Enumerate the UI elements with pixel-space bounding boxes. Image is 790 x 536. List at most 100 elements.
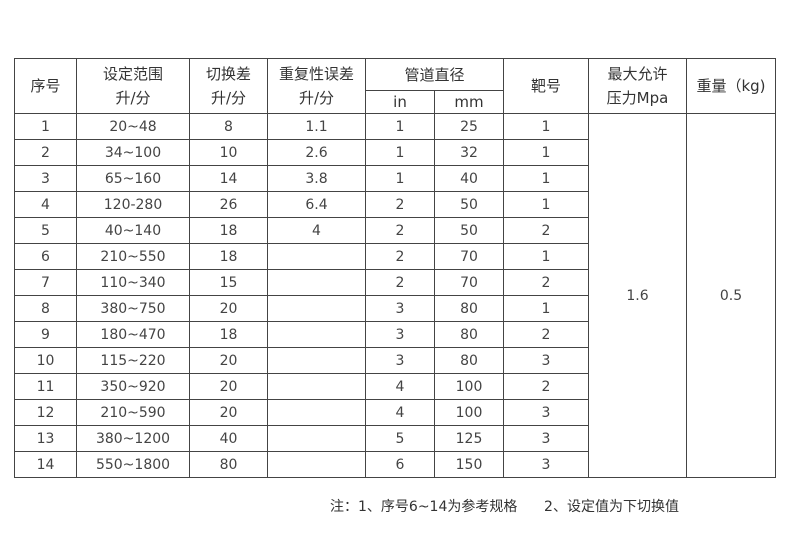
cell-range: 380~1200 <box>76 425 190 452</box>
cell-target: 1 <box>503 295 589 322</box>
cell-range: 350~920 <box>76 373 190 400</box>
cell-repeat-error <box>267 295 366 322</box>
cell-switch-diff: 26 <box>189 191 268 218</box>
cell-switch-diff: 18 <box>189 321 268 348</box>
cell-target: 1 <box>503 113 589 140</box>
cell-pipe-mm: 70 <box>434 269 504 296</box>
cell-range: 180~470 <box>76 321 190 348</box>
cell-switch-diff: 14 <box>189 165 268 192</box>
cell-pipe-mm: 150 <box>434 451 504 478</box>
table-row: 9 180~470 18 3 80 2 <box>14 321 776 348</box>
cell-seq: 6 <box>14 243 77 270</box>
cell-seq: 11 <box>14 373 77 400</box>
cell-pipe-in: 4 <box>365 373 435 400</box>
cell-max-pressure: 1.6 <box>588 113 687 478</box>
cell-repeat-error <box>267 321 366 348</box>
cell-range: 115~220 <box>76 347 190 374</box>
cell-pipe-in: 6 <box>365 451 435 478</box>
cell-repeat-error <box>267 425 366 452</box>
cell-switch-diff: 20 <box>189 399 268 426</box>
cell-repeat-error: 2.6 <box>267 139 366 166</box>
cell-repeat-error: 3.8 <box>267 165 366 192</box>
header-repeat-error: 重复性误差 升/分 <box>267 58 366 114</box>
cell-repeat-error: 4 <box>267 217 366 244</box>
cell-pipe-in: 2 <box>365 243 435 270</box>
cell-pipe-mm: 40 <box>434 165 504 192</box>
header-weight: 重量（kg) <box>686 58 776 114</box>
cell-switch-diff: 20 <box>189 373 268 400</box>
cell-range: 110~340 <box>76 269 190 296</box>
cell-repeat-error <box>267 373 366 400</box>
cell-pipe-in: 2 <box>365 191 435 218</box>
cell-repeat-error: 1.1 <box>267 113 366 140</box>
cell-target: 3 <box>503 399 589 426</box>
cell-pipe-mm: 50 <box>434 217 504 244</box>
cell-repeat-error <box>267 399 366 426</box>
cell-repeat-error <box>267 243 366 270</box>
cell-pipe-mm: 80 <box>434 295 504 322</box>
cell-seq: 4 <box>14 191 77 218</box>
cell-pipe-in: 2 <box>365 269 435 296</box>
cell-switch-diff: 18 <box>189 243 268 270</box>
cell-seq: 12 <box>14 399 77 426</box>
cell-repeat-error: 6.4 <box>267 191 366 218</box>
cell-seq: 9 <box>14 321 77 348</box>
cell-seq: 2 <box>14 139 77 166</box>
cell-target: 2 <box>503 217 589 244</box>
cell-target: 1 <box>503 243 589 270</box>
cell-repeat-error <box>267 269 366 296</box>
cell-pipe-mm: 50 <box>434 191 504 218</box>
cell-target: 3 <box>503 347 589 374</box>
table-row: 4 120-280 26 6.4 2 50 1 <box>14 191 776 218</box>
cell-pipe-in: 2 <box>365 217 435 244</box>
cell-switch-diff: 10 <box>189 139 268 166</box>
cell-range: 120-280 <box>76 191 190 218</box>
table-row: 2 34~100 10 2.6 1 32 1 <box>14 139 776 166</box>
cell-seq: 1 <box>14 113 77 140</box>
table-row: 10 115~220 20 3 80 3 <box>14 347 776 374</box>
header-target: 靶号 <box>503 58 589 114</box>
table-row: 12 210~590 20 4 100 3 <box>14 399 776 426</box>
cell-seq: 3 <box>14 165 77 192</box>
table-row: 14 550~1800 80 6 150 3 <box>14 451 776 478</box>
header-range: 设定范围 升/分 <box>76 58 190 114</box>
footnote: 注：1、序号6~14为参考规格 2、设定值为下切换值 <box>330 499 679 515</box>
cell-pipe-mm: 70 <box>434 243 504 270</box>
cell-range: 550~1800 <box>76 451 190 478</box>
cell-seq: 10 <box>14 347 77 374</box>
cell-pipe-mm: 32 <box>434 139 504 166</box>
cell-target: 1 <box>503 139 589 166</box>
cell-pipe-mm: 100 <box>434 399 504 426</box>
cell-pipe-mm: 80 <box>434 321 504 348</box>
cell-pipe-in: 5 <box>365 425 435 452</box>
cell-seq: 14 <box>14 451 77 478</box>
header-switch-diff: 切换差 升/分 <box>189 58 268 114</box>
cell-pipe-in: 1 <box>365 139 435 166</box>
table-row: 8 380~750 20 3 80 1 <box>14 295 776 322</box>
cell-pipe-mm: 25 <box>434 113 504 140</box>
cell-range: 380~750 <box>76 295 190 322</box>
cell-seq: 7 <box>14 269 77 296</box>
cell-range: 210~590 <box>76 399 190 426</box>
cell-target: 1 <box>503 165 589 192</box>
cell-seq: 8 <box>14 295 77 322</box>
cell-pipe-in: 3 <box>365 321 435 348</box>
cell-target: 2 <box>503 269 589 296</box>
cell-range: 20~48 <box>76 113 190 140</box>
cell-range: 40~140 <box>76 217 190 244</box>
cell-switch-diff: 80 <box>189 451 268 478</box>
table-row: 13 380~1200 40 5 125 3 <box>14 425 776 452</box>
cell-weight: 0.5 <box>686 113 776 478</box>
cell-switch-diff: 8 <box>189 113 268 140</box>
cell-seq: 13 <box>14 425 77 452</box>
header-pipe-in: in <box>365 90 435 114</box>
cell-range: 34~100 <box>76 139 190 166</box>
cell-target: 3 <box>503 451 589 478</box>
cell-switch-diff: 18 <box>189 217 268 244</box>
cell-switch-diff: 15 <box>189 269 268 296</box>
cell-target: 3 <box>503 425 589 452</box>
cell-pipe-in: 3 <box>365 347 435 374</box>
cell-pipe-mm: 80 <box>434 347 504 374</box>
header-pipe-mm: mm <box>434 90 504 114</box>
cell-target: 1 <box>503 191 589 218</box>
